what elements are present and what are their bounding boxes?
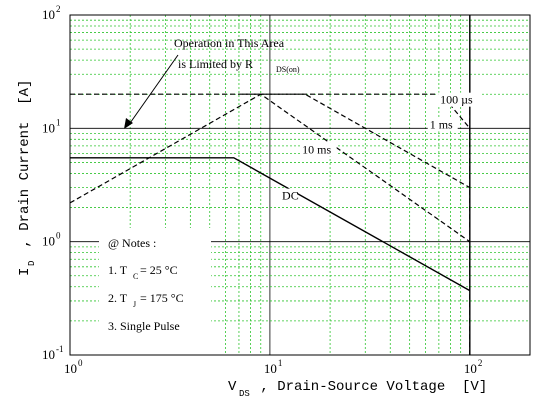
x-tick-label-1: 10 [264, 361, 277, 376]
note-1-value: = 25 °C [140, 263, 178, 277]
series-labels: DC 10 ms 1 ms 100 µs [280, 92, 482, 203]
x-axis-label-main: V [228, 379, 237, 395]
notes-box: @ Notes : 1. T C = 25 °C 2. T J = 175 °C… [99, 228, 211, 353]
x-tick-exp-1: 1 [278, 358, 283, 368]
annotation-arrowhead [124, 118, 133, 129]
series-label-3: 100 µs [440, 93, 473, 107]
series-label-bg-3 [438, 92, 482, 107]
note-3: 3. Single Pulse [108, 319, 180, 333]
notes-background [99, 228, 211, 353]
series-label-0: DC [282, 189, 299, 203]
x-axis-label-rest: , Drain-Source Voltage [V] [252, 379, 487, 395]
y-tick-label-0: 10 [42, 347, 55, 362]
y-tick-exp-2: 1 [56, 117, 61, 127]
note-2-value: = 175 °C [140, 291, 184, 305]
series-label-2: 1 ms [430, 117, 453, 131]
note-2-sub: J [133, 300, 136, 309]
tick-labels: 10 0 10 1 10 210 -110 010 110 2 [42, 4, 482, 376]
series-label-bg-2 [427, 117, 458, 132]
note-1-prefix: 1. T [108, 263, 128, 277]
note-1-sub: C [133, 272, 138, 281]
rdson-annotation: Operation in This Area is Limited by R D… [124, 36, 300, 129]
series-line-0 [70, 157, 471, 292]
x-tick-exp-2: 2 [478, 358, 483, 368]
y-tick-label-3: 10 [42, 7, 55, 22]
series-label-bg-0 [280, 188, 298, 203]
y-tick-exp-0: -1 [56, 344, 64, 354]
notes-title: @ Notes : [108, 236, 156, 250]
y-axis-label-rest: , Drain Current [A] [17, 80, 33, 256]
y-tick-exp-3: 2 [56, 4, 61, 14]
annotation-line2-sub: DS(on) [276, 65, 300, 74]
y-axis-label-sub: D [27, 261, 37, 266]
series-label-1: 10 ms [302, 142, 331, 156]
series-label-bg-1 [300, 142, 337, 157]
x-tick-label-2: 10 [464, 361, 477, 376]
annotation-line1: Operation in This Area [174, 36, 285, 50]
x-axis-label-sub: DS [239, 389, 250, 399]
annotation-arrow [127, 54, 179, 127]
x-tick-label-0: 10 [64, 361, 77, 376]
annotation-line2: is Limited by R [178, 57, 253, 71]
y-tick-label-2: 10 [42, 120, 55, 135]
y-tick-exp-1: 0 [56, 231, 61, 241]
y-tick-label-1: 10 [42, 234, 55, 249]
plot-frame [69, 14, 531, 356]
y-axis-label-main: I [17, 268, 33, 276]
axis-labels: V DS , Drain-Source Voltage [V] I D , Dr… [17, 80, 487, 399]
x-tick-exp-0: 0 [78, 358, 83, 368]
note-2-prefix: 2. T [108, 291, 128, 305]
